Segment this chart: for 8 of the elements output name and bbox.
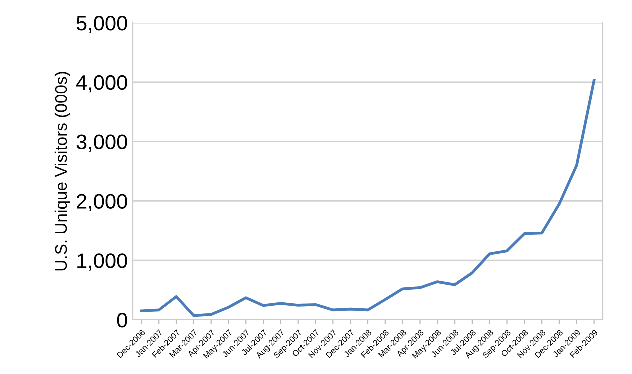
- y-tick-label: 2,000: [77, 194, 128, 212]
- y-tick-label: 0: [117, 313, 128, 328]
- y-tick-label: 4,000: [76, 75, 128, 93]
- line-series: [140, 79, 596, 318]
- y-tick-label: 1,000: [78, 254, 128, 271]
- y-tick-label: 5,000: [76, 16, 128, 34]
- y-axis-title: U.S. Unique Visitors (000s): [54, 72, 70, 271]
- y-tick-label: 3,000: [76, 134, 128, 152]
